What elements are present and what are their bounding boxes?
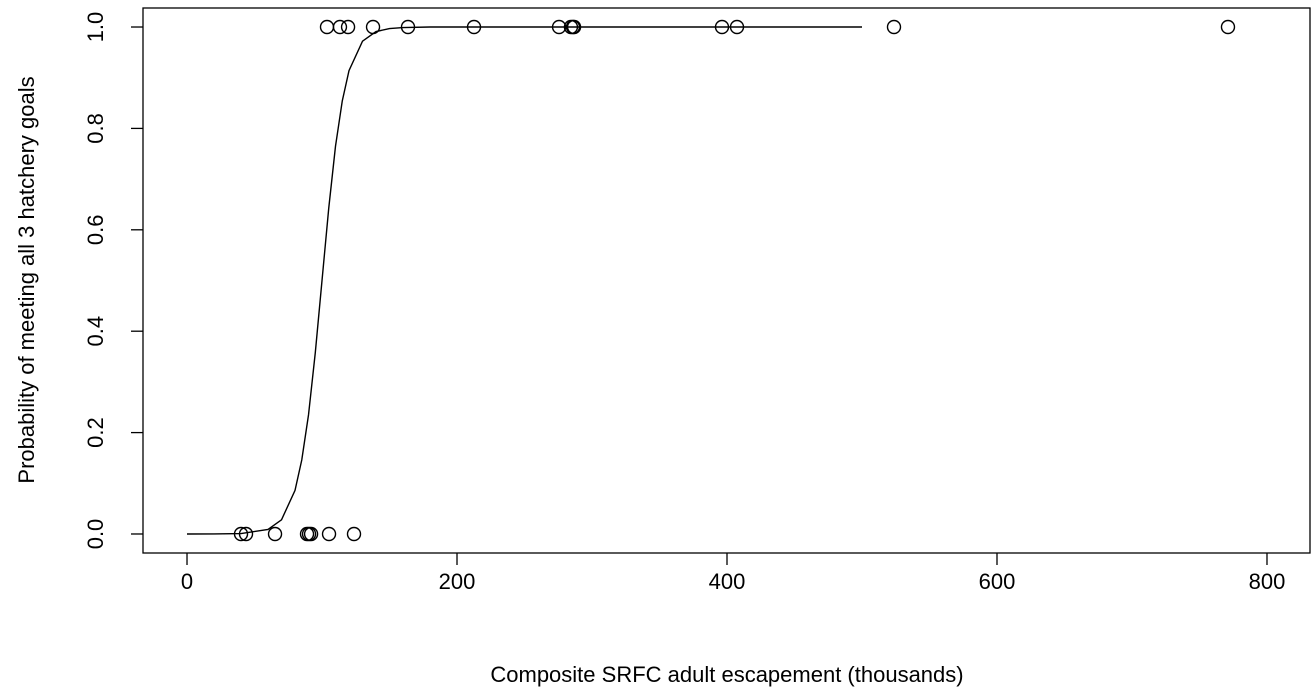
y-tick-label: 0.8	[83, 113, 108, 144]
y-tick-label: 0.2	[83, 417, 108, 448]
plot-box	[142, 7, 1311, 554]
fit-curve	[187, 26, 862, 535]
point	[346, 526, 362, 542]
x-tick-label: 200	[439, 569, 476, 594]
y-tick-label: 0.0	[83, 519, 108, 550]
x-tick-label: 400	[709, 569, 746, 594]
point	[319, 19, 335, 35]
point	[340, 19, 356, 35]
y-tick-label: 0.4	[83, 316, 108, 347]
point	[886, 19, 902, 35]
point	[303, 526, 319, 542]
point	[321, 526, 337, 542]
x-tick-label: 600	[979, 569, 1016, 594]
y-tick-label: 0.6	[83, 215, 108, 246]
y-axis-label: Probability of meeting all 3 hatchery go…	[14, 76, 39, 483]
x-tick-label: 0	[181, 569, 193, 594]
x-tick-label: 800	[1249, 569, 1286, 594]
point	[1220, 19, 1236, 35]
x-axis-label: Composite SRFC adult escapement (thousan…	[490, 662, 963, 687]
point	[332, 19, 348, 35]
point	[267, 526, 283, 542]
y-tick-label: 1.0	[83, 12, 108, 43]
